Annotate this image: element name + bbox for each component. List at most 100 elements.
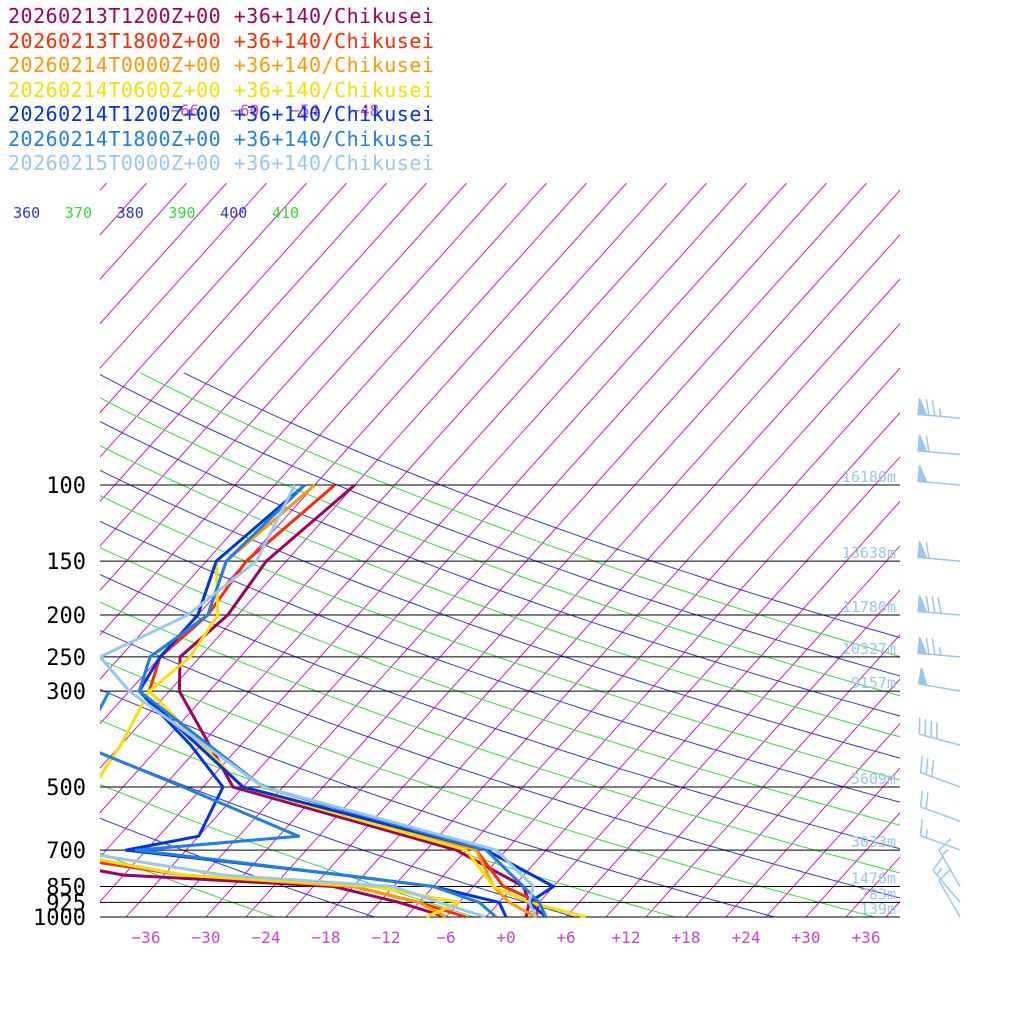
temperature-tick-label: +18 (672, 928, 701, 947)
theta-label: 360 (13, 204, 40, 222)
dry-adiabat-line (100, 659, 875, 918)
isotherm-line (100, 182, 627, 769)
dry-adiabat-line (100, 397, 900, 697)
temperature-tick-label: +36 (852, 928, 881, 947)
wind-barb (917, 434, 961, 456)
legend-entry: 20260213T1800Z+00 +36+140/Chikusei (8, 28, 435, 53)
dry-adiabat-line (100, 852, 275, 918)
wind-barb (938, 868, 961, 918)
wind-barb (917, 465, 961, 486)
isotherm-line (100, 182, 667, 814)
dewpoint-profile-line (100, 858, 447, 919)
temperature-tick-label: −6 (436, 928, 455, 947)
temperature-tick-label: +6 (556, 928, 575, 947)
isotherm-line (966, 183, 1024, 917)
height-label: 3033m (851, 833, 896, 851)
wind-barb (917, 398, 961, 419)
wind-barb (917, 595, 961, 616)
wind-barb (919, 756, 961, 788)
temperature-tick-label: −18 (312, 928, 341, 947)
isotherm-line (100, 182, 427, 547)
temperature-tick-label: +24 (732, 928, 761, 947)
dry-adiabat-line (100, 520, 900, 803)
isotherm-line (565, 545, 900, 918)
isotherm-line (285, 234, 900, 918)
dry-adiabat-line (100, 547, 900, 826)
theta-label: 410 (272, 204, 299, 222)
pressure-label: 1000 (33, 906, 86, 931)
temperature-profile-line (100, 484, 538, 918)
isotherm-line (885, 900, 900, 918)
isotherm-line (100, 182, 547, 680)
wind-barb (938, 838, 961, 887)
chart-legend: 20260213T1200Z+00 +36+140/Chikusei 202602… (8, 4, 434, 176)
pressure-label: 250 (46, 646, 86, 671)
isotherm-line (605, 589, 900, 918)
dewpoint-profile-line (124, 690, 508, 918)
dry-adiabat-line (100, 719, 675, 918)
height-labels: 16180m 13638m 11780m 10327m 9157m 5609m 3033m 1… (842, 468, 896, 918)
dewpoint-profile-line (100, 869, 447, 919)
height-label: 10327m (842, 640, 896, 658)
theta-labels: 310320330340350360370380390400410 (13, 204, 299, 222)
isotherm-line (365, 322, 900, 918)
isotherm-line (405, 367, 900, 918)
legend-entry: 20260215T0000Z+00 +36+140/Chikusei (8, 151, 435, 175)
dry-adiabat-line (183, 372, 900, 639)
temperature-profile-line (177, 483, 531, 918)
height-label: 139m (860, 900, 896, 918)
isotherm-line (645, 634, 900, 918)
isotherm-line (100, 182, 347, 458)
height-label: 16180m (842, 468, 896, 486)
temperature-tick-label: −30 (192, 928, 221, 947)
wind-barb (917, 637, 961, 658)
isotherm-line (805, 811, 900, 918)
dry-adiabat-line (100, 688, 775, 918)
legend-entry: 20260214T1200Z+00 +36+140/Chikusei (8, 102, 435, 126)
dry-adiabat-line (100, 469, 900, 759)
pressure-label: 700 (46, 839, 86, 864)
wind-barb (918, 717, 961, 746)
isotherm-line (0, 183, 27, 917)
temperature-tick-label: −24 (252, 928, 281, 947)
wind-barbs (917, 398, 961, 918)
dewpoint-profile-line (100, 690, 497, 919)
wind-barb (919, 819, 961, 851)
isotherm-line (1006, 183, 1024, 917)
height-label: 783m (860, 885, 896, 903)
isotherm-top-labels: −66 −60 −54 −48 (170, 101, 379, 120)
legend-entry: 20260213T1200Z+00 +36+140/Chikusei (8, 4, 435, 28)
wind-barb (917, 541, 961, 562)
dry-adiabat-line (100, 751, 575, 918)
isotherm-line (100, 182, 227, 325)
dry-adiabat-line (139, 372, 900, 658)
temperature-tick-label: +0 (496, 928, 515, 947)
isotherm-label: −48 (350, 101, 379, 120)
theta-label: 390 (168, 204, 195, 222)
temperature-tick-label: −12 (372, 928, 401, 947)
temperature-axis-labels: −36 −30 −24 −18 −12 −6 +0 +6 +12 +18 +24 +30 +36 (132, 928, 881, 947)
height-label: 13638m (842, 544, 896, 562)
theta-label: 380 (117, 204, 144, 222)
height-label: 1476m (851, 870, 896, 888)
theta-label: 400 (220, 204, 247, 222)
isotherm-line (685, 678, 900, 918)
pressure-label: 925 (46, 891, 86, 916)
isotherm-line (245, 189, 900, 918)
dry-adiabat-line (100, 374, 900, 677)
isotherm-line (100, 182, 307, 414)
dewpoint-profile-line (100, 853, 487, 919)
isotherm-line (445, 411, 900, 918)
isotherm-line (926, 183, 1024, 917)
legend-entry: 20260214T0000Z+00 +36+140/Chikusei (8, 53, 435, 77)
isotherm-line (205, 182, 867, 918)
dry-adiabat-line (100, 574, 900, 850)
height-label: 11780m (842, 598, 896, 616)
temperature-tick-label: −36 (132, 928, 161, 947)
isotherm-lines (0, 182, 1024, 918)
pressure-label: 850 (46, 876, 86, 901)
legend-entry: 20260214T1800Z+00 +36+140/Chikusei (8, 126, 435, 151)
temperature-profile-line (137, 483, 555, 919)
